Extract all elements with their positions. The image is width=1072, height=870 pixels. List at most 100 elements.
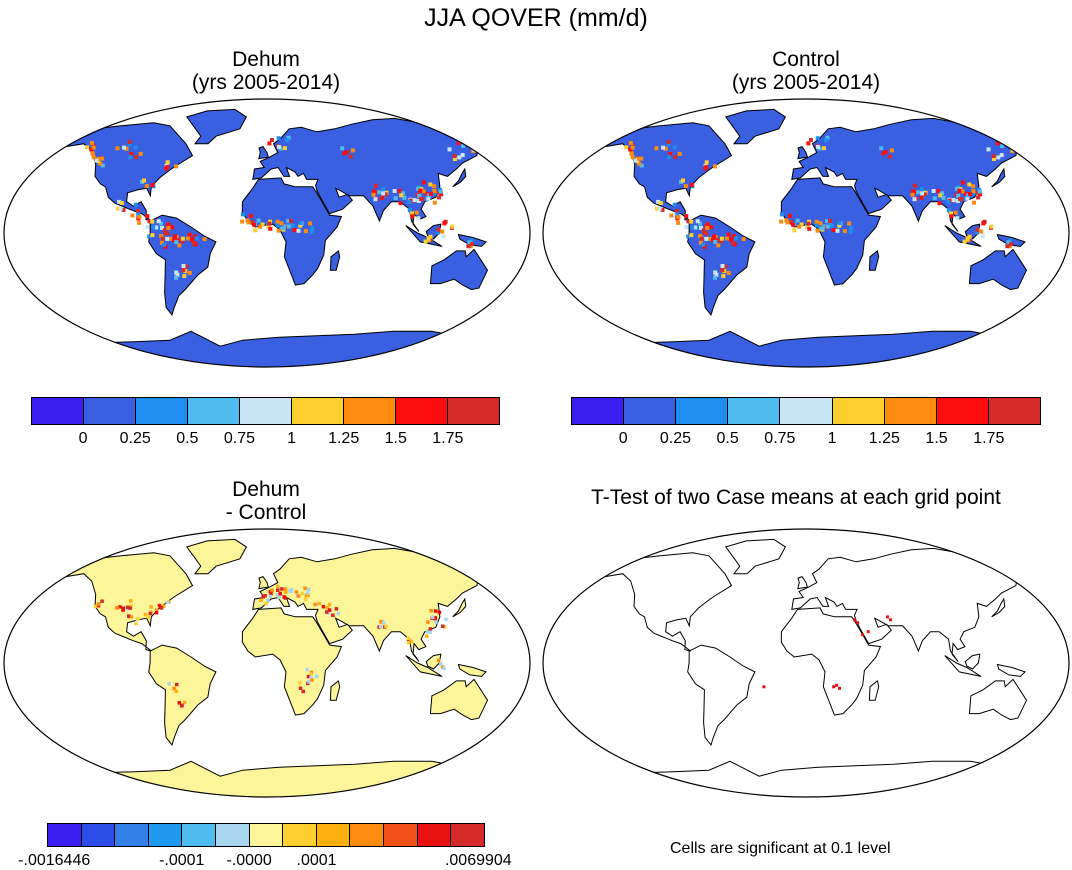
grid-cell	[470, 242, 475, 247]
landmass-japan	[991, 167, 1006, 188]
colorbar-cell	[832, 398, 885, 424]
colorbar-cell	[344, 398, 396, 424]
grid-cell	[129, 604, 133, 608]
grid-cell	[806, 141, 811, 146]
grid-cell	[630, 145, 635, 150]
grid-cell	[267, 141, 272, 146]
grid-cell	[656, 199, 661, 204]
grid-cell	[301, 689, 305, 694]
colorbar-tick-label: 0.5	[176, 430, 199, 447]
grid-cell	[426, 196, 431, 201]
grid-cell	[709, 225, 714, 230]
grid-cell	[879, 146, 884, 151]
dehum-map	[3, 98, 531, 368]
grid-cell	[260, 222, 265, 227]
grid-cell	[996, 155, 1001, 160]
landmass-indonesia	[944, 655, 982, 677]
landmass-indonesia	[405, 655, 443, 677]
dehum-title: Dehum (yrs 2005-2014)	[136, 48, 396, 94]
grid-cell	[1013, 142, 1018, 147]
grid-cell	[471, 140, 476, 145]
landmass-britain	[797, 145, 809, 160]
grid-cell	[245, 218, 250, 223]
grid-cell	[283, 224, 288, 229]
grid-cell	[698, 234, 703, 239]
grid-cell	[174, 270, 179, 275]
grid-cell	[965, 237, 970, 242]
grid-cell	[705, 225, 710, 230]
grid-cell	[161, 604, 166, 609]
grid-cell	[305, 667, 309, 672]
grid-cell	[711, 238, 716, 243]
grid-cell	[639, 156, 644, 161]
grid-cell	[121, 606, 125, 611]
grid-cell	[306, 587, 311, 592]
map-boundary	[542, 98, 1070, 368]
grid-cell	[831, 228, 836, 233]
grid-cell	[136, 212, 141, 217]
grid-cell	[978, 192, 983, 197]
grid-cell	[327, 602, 332, 607]
grid-cell	[124, 146, 129, 151]
grid-cell	[808, 138, 813, 142]
grid-cell	[693, 225, 698, 230]
grid-cell	[384, 624, 388, 629]
grid-cell	[276, 588, 280, 592]
landmass-greenland	[724, 538, 787, 575]
grid-cell	[159, 240, 164, 245]
landmass-eurasia	[791, 547, 1038, 662]
landmass-japan	[991, 597, 1006, 618]
grid-cell	[128, 606, 132, 610]
colorbar-cell	[136, 398, 188, 424]
grid-cell	[731, 241, 735, 246]
grid-cell	[963, 191, 968, 196]
grid-cell	[277, 595, 281, 600]
grid-cell	[292, 228, 297, 233]
grid-cell	[240, 219, 245, 224]
grid-cell	[980, 234, 985, 239]
grid-cell	[701, 228, 706, 233]
grid-cell	[393, 196, 398, 201]
landmass-south-america	[687, 644, 756, 746]
grid-cell	[654, 146, 659, 151]
grid-cell	[1010, 140, 1015, 145]
landmass-greenland	[185, 538, 248, 575]
grid-cell	[725, 236, 730, 241]
grid-cell	[971, 191, 976, 196]
grid-cell	[960, 189, 965, 194]
grid-cell	[992, 157, 996, 161]
grid-cell	[134, 621, 138, 626]
grid-cell	[85, 145, 90, 150]
grid-cell	[977, 189, 982, 194]
grid-cell	[637, 161, 642, 166]
grid-cell	[121, 207, 126, 212]
grid-cell	[690, 225, 695, 230]
grid-cell	[410, 211, 415, 216]
grid-cell	[170, 225, 175, 230]
grid-cell	[919, 195, 924, 200]
grid-cell	[276, 223, 280, 228]
grid-cell	[281, 226, 286, 231]
grid-cell	[437, 195, 442, 200]
grid-cell	[957, 188, 962, 193]
grid-cell	[416, 199, 421, 203]
grid-cell	[949, 211, 954, 216]
grid-cell	[172, 238, 177, 243]
grid-cell	[290, 224, 295, 228]
grid-cell	[689, 219, 694, 224]
ttest-map	[542, 528, 1070, 798]
grid-cell	[287, 589, 292, 593]
grid-cell	[143, 612, 148, 617]
grid-cell	[814, 219, 819, 224]
grid-cell	[719, 236, 724, 241]
landmass-japan	[452, 597, 467, 618]
landmass-eurasia	[791, 117, 1038, 232]
grid-cell	[96, 604, 101, 608]
grid-cell	[334, 607, 339, 611]
grid-cell	[989, 224, 994, 229]
significant-cell	[835, 683, 839, 687]
grid-cell	[1007, 134, 1012, 139]
grid-cell	[182, 274, 187, 278]
grid-cell	[910, 192, 915, 197]
map-boundary	[542, 528, 1070, 798]
